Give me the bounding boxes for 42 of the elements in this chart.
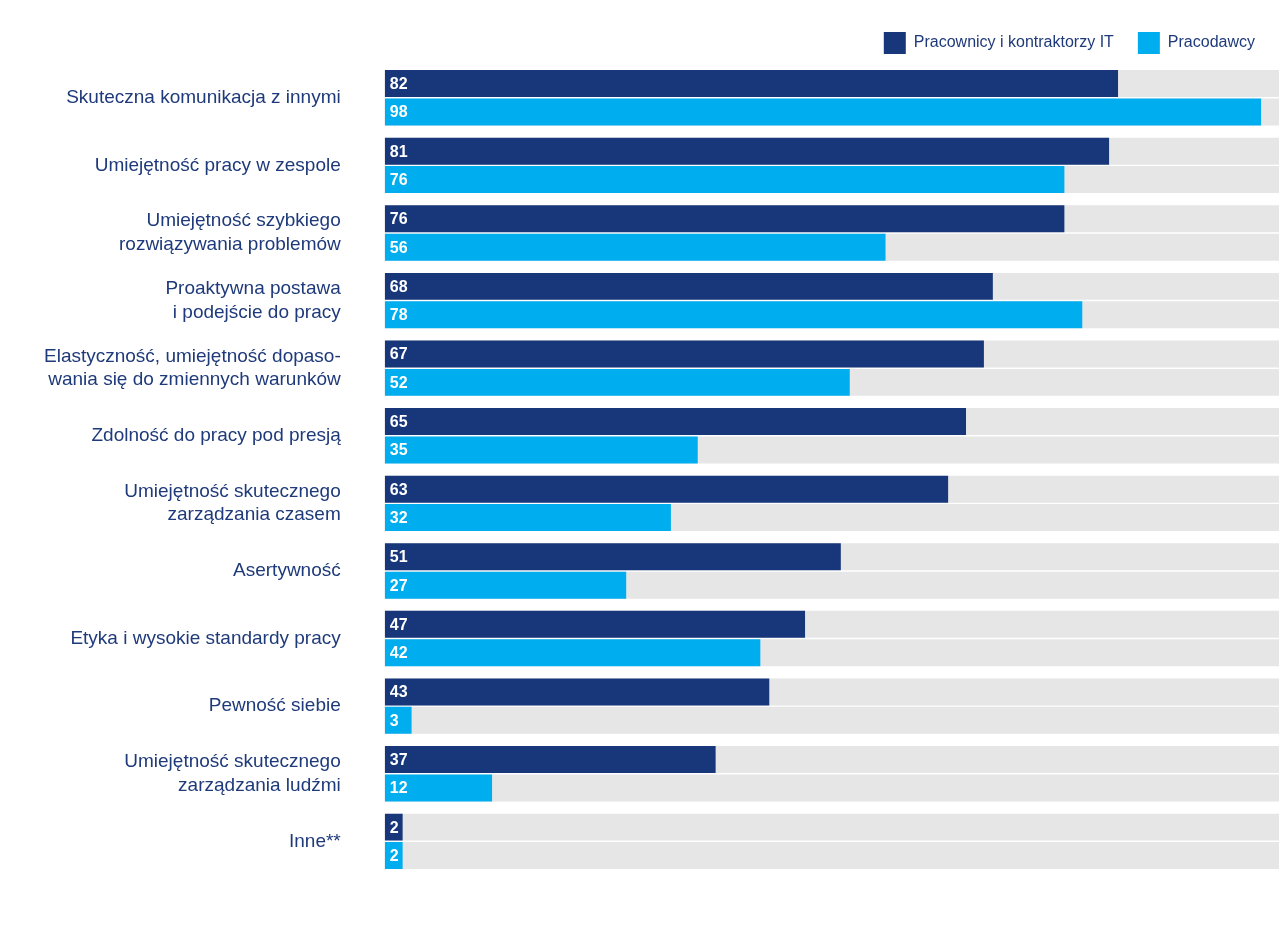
data-label: 2 [389, 818, 399, 836]
data-label: 27 [389, 576, 408, 594]
y-tick-label: Elastyczność, umiejętność dopaso- wania się do zmiennych warunków [43, 344, 342, 390]
y-tick-label: Umiejętność skutecznego zarządzania ludźmi [124, 750, 341, 795]
data-label: 82 [389, 75, 408, 93]
data-label: 12 [389, 779, 408, 797]
y-tick-label: Etyka i wysokie standardy pracy [70, 626, 342, 648]
y-tick-label: Inne** [288, 829, 342, 851]
data-label: 78 [389, 306, 408, 324]
y-tick-label: Asertywność [233, 559, 341, 581]
data-label: 76 [389, 170, 408, 188]
data-label: 42 [389, 644, 408, 662]
data-label: 43 [389, 683, 408, 701]
y-tick-label: Zdolność do pracy pod presją [91, 424, 342, 445]
legend-label: Pracodawcy [1167, 33, 1256, 51]
data-label: 52 [389, 373, 408, 391]
data-label: 56 [389, 238, 408, 256]
data-label: 76 [389, 210, 408, 228]
bar [384, 774, 493, 802]
legend-label: Pracownicy i kontraktorzy IT [913, 33, 1115, 51]
data-label: 47 [389, 615, 408, 633]
data-label: 35 [389, 441, 408, 459]
y-tick-label: Proaktywna postawa i podejście do pracy [165, 276, 342, 322]
data-label: 63 [389, 480, 408, 498]
data-label: 98 [389, 103, 408, 121]
y-tick-label: Umiejętność pracy w zespole [94, 153, 341, 175]
y-tick-label: Pewność siebie [208, 694, 341, 716]
bar [384, 706, 412, 734]
y-tick-label: Skuteczna komunikacja z innymi [66, 86, 341, 108]
data-label: 68 [389, 277, 408, 295]
bar [384, 504, 671, 532]
y-tick-label: Umiejętność szybkiego rozwiązywania problemów [118, 209, 342, 255]
data-label: 3 [389, 711, 399, 729]
data-label: 2 [389, 846, 399, 864]
data-label: 81 [389, 142, 408, 160]
data-label: 67 [389, 345, 408, 363]
bar [384, 571, 627, 599]
data-label: 51 [389, 548, 408, 566]
data-label: 37 [389, 750, 408, 768]
data-label: 32 [389, 508, 408, 526]
y-tick-label: Umiejętność skutecznego zarządzania czasem [124, 479, 341, 525]
data-label: 65 [389, 412, 408, 430]
